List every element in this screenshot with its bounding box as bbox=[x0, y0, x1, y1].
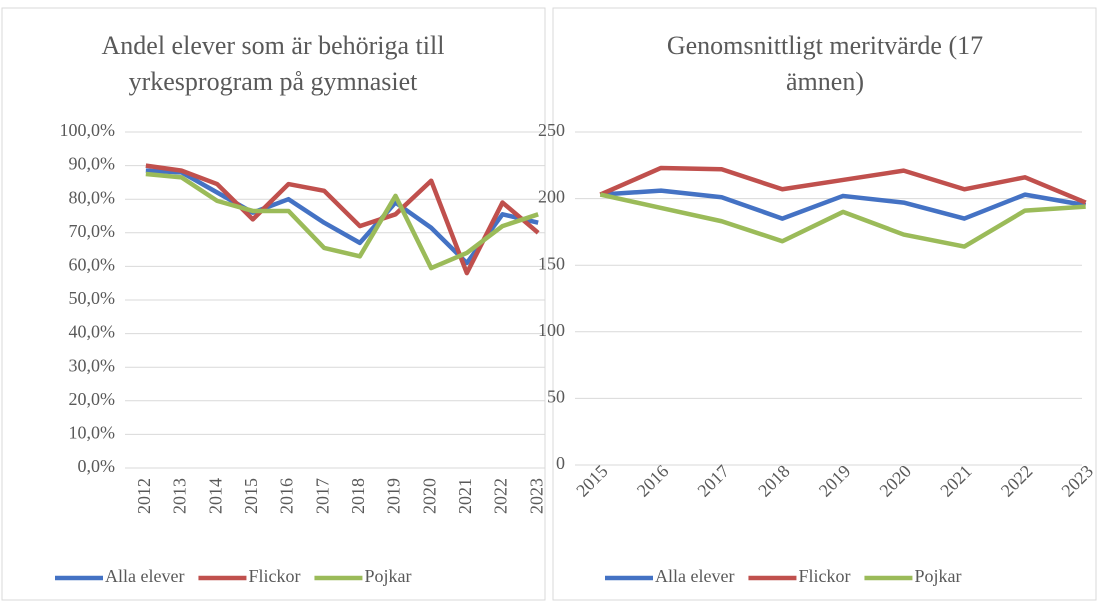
legend-label: Flickor bbox=[798, 566, 850, 586]
x-tick-label: 2015 bbox=[241, 478, 261, 514]
y-tick-label: 100,0% bbox=[60, 120, 116, 140]
data-line bbox=[145, 168, 539, 266]
x-tick-label: 2023 bbox=[526, 478, 546, 514]
legend-label: Pojkar bbox=[364, 566, 411, 586]
data-line bbox=[599, 165, 1087, 205]
x-tick-label: 2017 bbox=[312, 478, 332, 514]
y-tick-label: 10,0% bbox=[69, 423, 116, 443]
legend-label: Alla elever bbox=[105, 566, 184, 586]
y-tick-label: 30,0% bbox=[69, 355, 116, 375]
legend-label: Flickor bbox=[248, 566, 300, 586]
legend-label: Pojkar bbox=[914, 566, 961, 586]
y-tick-label: 40,0% bbox=[69, 322, 116, 342]
y-tick-label: 0,0% bbox=[78, 456, 116, 476]
y-tick-label: 50 bbox=[547, 387, 565, 407]
panel bbox=[1, 7, 546, 601]
data-line bbox=[600, 188, 1087, 221]
panel bbox=[552, 7, 1097, 601]
chart-title: Genomsnittligt meritvärde (17 bbox=[667, 31, 983, 60]
y-tick-label: 90,0% bbox=[69, 154, 116, 174]
x-tick-label: 2019 bbox=[384, 478, 404, 514]
y-tick-label: 0 bbox=[556, 453, 565, 473]
y-tick-label: 250 bbox=[538, 120, 565, 140]
x-tick-label: 2021 bbox=[455, 478, 475, 514]
data-line bbox=[145, 163, 540, 276]
x-tick-label: 2014 bbox=[205, 478, 225, 514]
y-tick-label: 60,0% bbox=[69, 255, 116, 275]
data-line bbox=[145, 171, 539, 271]
y-tick-label: 50,0% bbox=[69, 288, 116, 308]
chart-title: Andel elever som är behöriga till bbox=[102, 31, 445, 60]
y-tick-label: 70,0% bbox=[69, 221, 116, 241]
y-tick-label: 20,0% bbox=[69, 389, 116, 409]
chart-title: ämnen) bbox=[786, 67, 864, 96]
y-tick-label: 150 bbox=[538, 253, 565, 273]
x-tick-label: 2013 bbox=[170, 478, 190, 514]
data-line bbox=[599, 192, 1086, 249]
x-tick-label: 2020 bbox=[419, 478, 439, 514]
chart-title: yrkesprogram på gymnasiet bbox=[129, 67, 419, 96]
legend-label: Alla elever bbox=[655, 566, 734, 586]
y-tick-label: 80,0% bbox=[69, 187, 116, 207]
x-tick-label: 2018 bbox=[348, 478, 368, 514]
x-tick-label: 2022 bbox=[491, 478, 511, 514]
y-tick-label: 100 bbox=[538, 320, 565, 340]
x-tick-label: 2012 bbox=[134, 478, 154, 514]
y-tick-label: 200 bbox=[538, 187, 565, 207]
x-tick-label: 2016 bbox=[277, 478, 297, 514]
